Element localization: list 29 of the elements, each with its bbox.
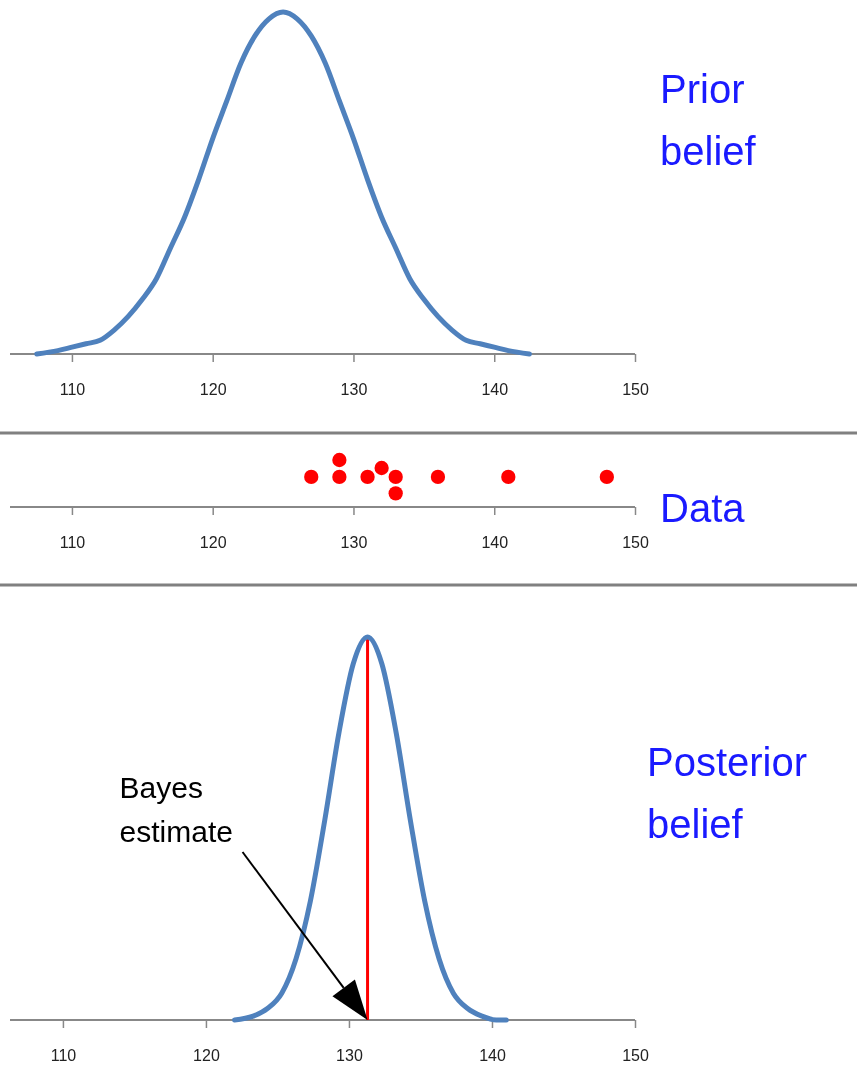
point: [388, 469, 403, 485]
point: [304, 469, 319, 485]
x-tick-label: 110: [59, 534, 86, 552]
point: [332, 469, 347, 485]
x-tick-label: 140: [481, 534, 509, 552]
annotation: Bayes estimate: [119, 771, 233, 848]
point: [501, 469, 516, 485]
x-tick-label: 120: [199, 534, 227, 552]
x-tick-label: 120: [199, 381, 227, 399]
x-tick-label: 120: [193, 1047, 220, 1065]
text: Posterior belief: [647, 740, 808, 846]
x-tick-label: 130: [336, 1047, 363, 1065]
x-tick-label: 150: [622, 381, 649, 399]
x-tick-label: 140: [479, 1047, 506, 1065]
point: [374, 460, 389, 476]
x-tick-label: 150: [622, 1047, 649, 1065]
x-tick-label: 150: [622, 534, 649, 552]
text: Data: [660, 486, 746, 530]
point: [430, 469, 446, 485]
text: Prior belief: [660, 67, 757, 173]
point: [360, 469, 375, 485]
point: [332, 452, 347, 468]
x-tick-label: 110: [50, 1047, 77, 1065]
x-tick-label: 130: [340, 534, 368, 552]
x-tick-label: 130: [340, 381, 368, 399]
point: [388, 486, 403, 501]
point: [599, 469, 614, 485]
x-tick-label: 110: [59, 381, 86, 399]
x-tick-label: 140: [481, 381, 509, 399]
